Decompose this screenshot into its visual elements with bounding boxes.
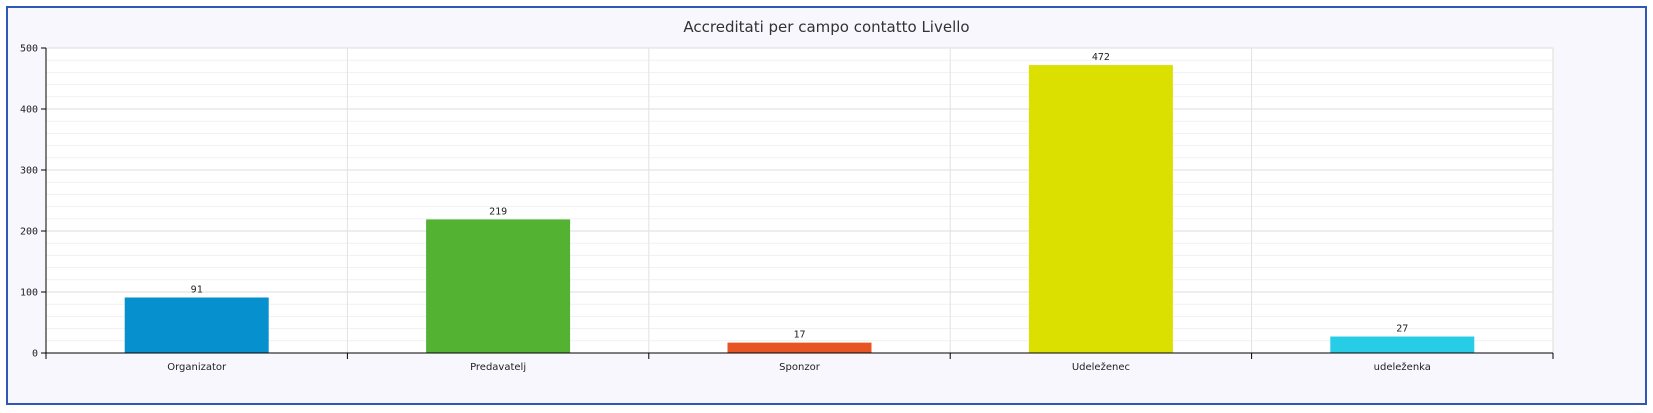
value-label: 27 (1396, 324, 1408, 335)
x-category-label: Sponzor (779, 362, 821, 373)
bar-udeleženec (1028, 65, 1173, 353)
bar-predavatelj (426, 219, 571, 353)
chart-container: Accreditati per campo contatto Livello 9… (6, 6, 1647, 405)
y-tick-label: 0 (32, 349, 38, 360)
x-category-label: Udeleženec (1072, 361, 1130, 373)
bar-chart: 91 219 17 472 27 0 100 200 300 400 500 Organizator P… (20, 44, 1554, 373)
bar-udeleženka (1330, 336, 1475, 353)
value-label: 17 (793, 330, 805, 341)
y-tick-label: 400 (20, 105, 38, 116)
bar-organizator (124, 297, 269, 353)
x-category-label: udeleženka (1374, 361, 1431, 373)
y-tick-label: 200 (20, 227, 38, 238)
x-category-label: Predavatelj (470, 362, 526, 373)
chart-title: Accreditati per campo contatto Livello (683, 18, 970, 36)
y-tick-label: 100 (20, 288, 38, 299)
value-label: 91 (191, 284, 203, 295)
plot-area (46, 48, 1553, 353)
bar-sponzor (727, 342, 872, 353)
value-label: 472 (1092, 52, 1110, 63)
y-tick-label: 500 (20, 44, 38, 55)
value-label: 219 (489, 206, 507, 217)
x-category-label: Organizator (167, 362, 227, 373)
y-tick-label: 300 (20, 166, 38, 177)
